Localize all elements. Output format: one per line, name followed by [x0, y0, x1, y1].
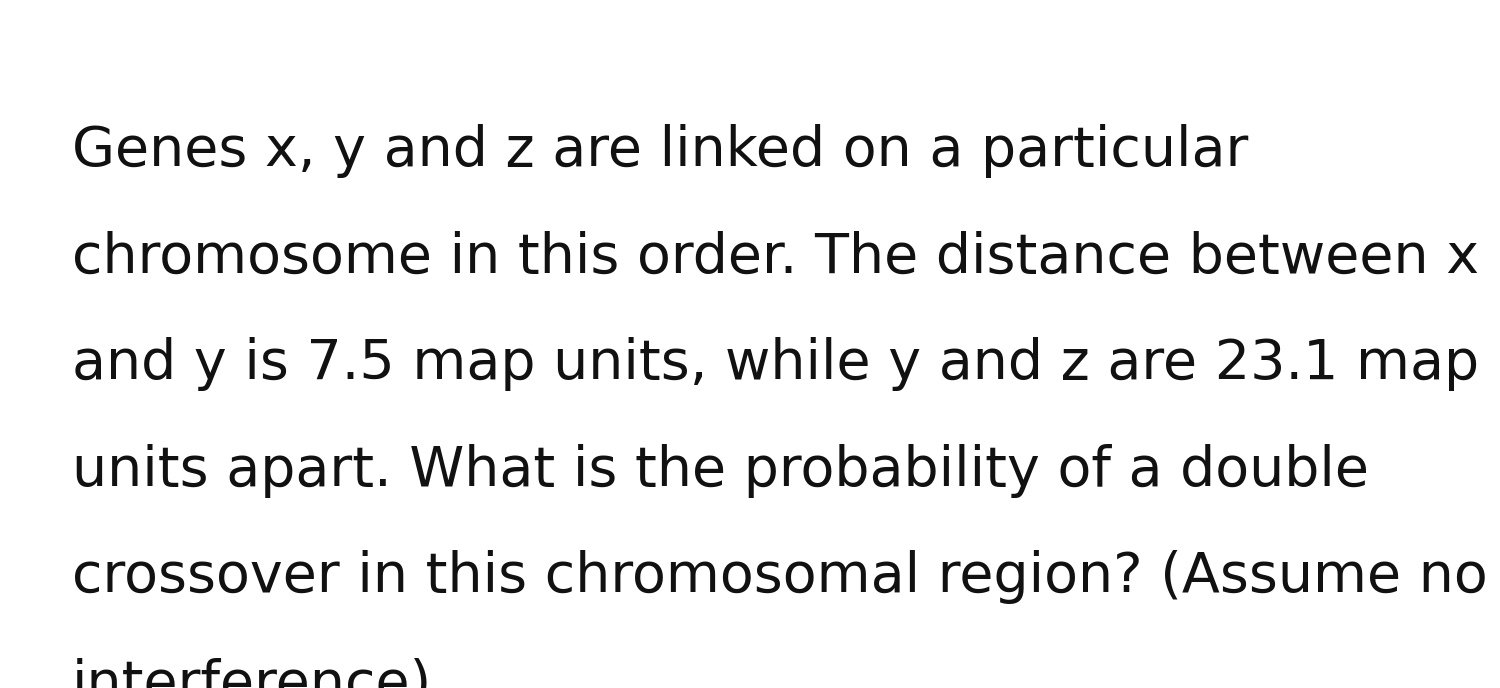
- Text: interference): interference): [72, 657, 432, 688]
- Text: Genes x, y and z are linked on a particular: Genes x, y and z are linked on a particu…: [72, 124, 1248, 178]
- Text: chromosome in this order. The distance between x: chromosome in this order. The distance b…: [72, 230, 1479, 284]
- Text: and y is 7.5 map units, while y and z are 23.1 map: and y is 7.5 map units, while y and z ar…: [72, 337, 1479, 391]
- Text: units apart. What is the probability of a double: units apart. What is the probability of …: [72, 444, 1370, 497]
- Text: crossover in this chromosomal region? (Assume no: crossover in this chromosomal region? (A…: [72, 550, 1488, 604]
